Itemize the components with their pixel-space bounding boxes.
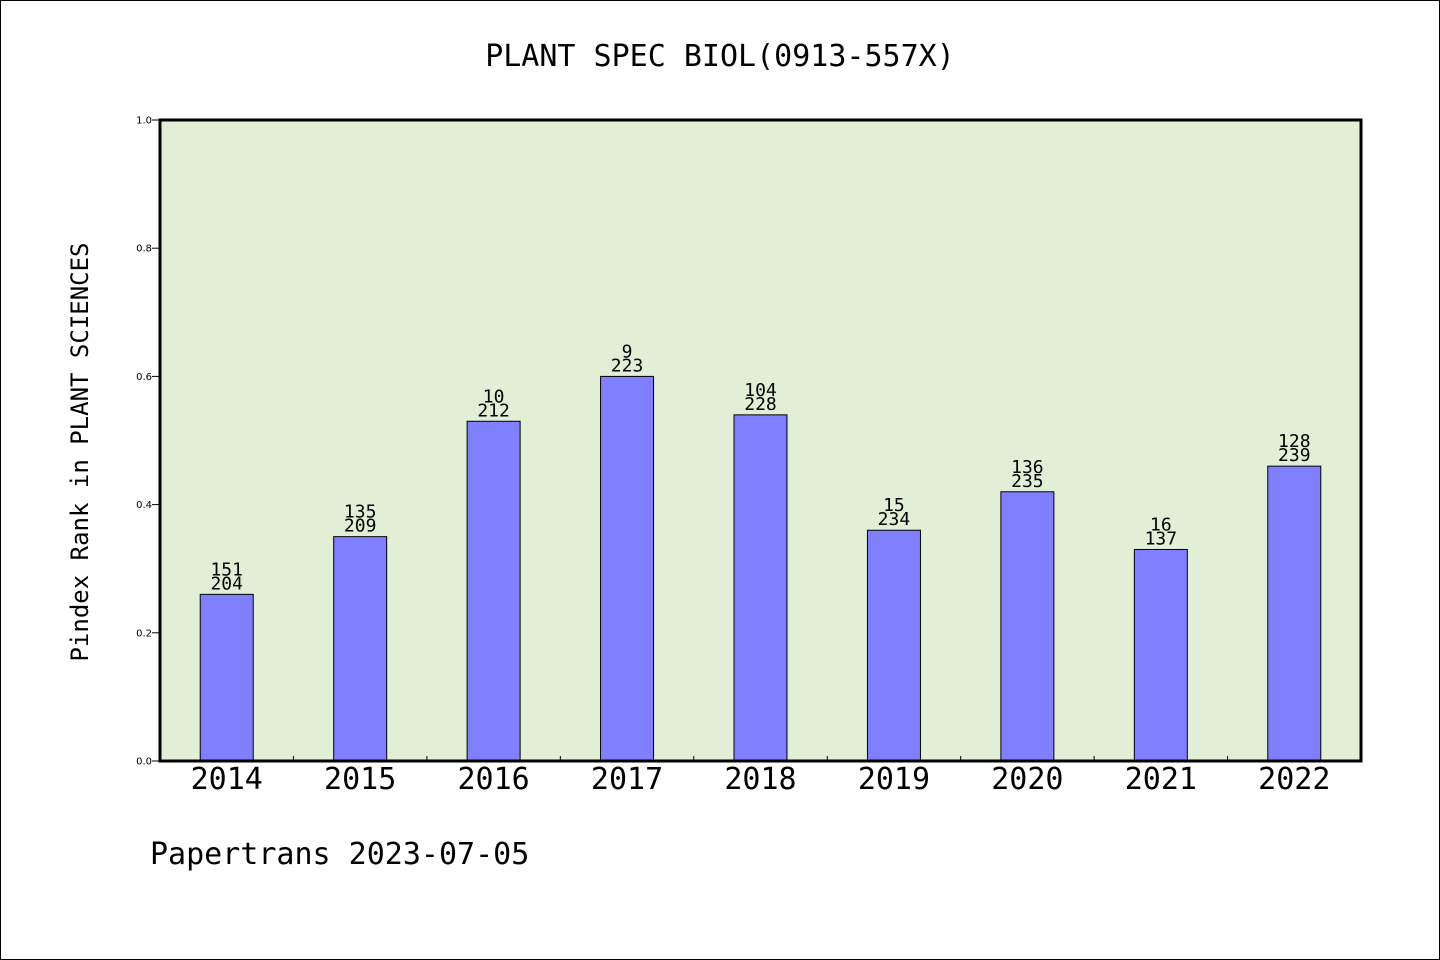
plot-border: [158, 118, 1363, 763]
bar-label-bottom: 204: [210, 573, 243, 594]
y-tick-label: 0.6: [136, 372, 152, 383]
bar-2015: [333, 536, 388, 762]
x-tick-label: 2022: [1258, 762, 1330, 797]
bar-2018: [733, 414, 788, 762]
bar-label-bottom: 235: [1011, 471, 1044, 492]
x-tick-label: 2014: [191, 762, 263, 797]
bar-label-top: 104: [744, 380, 777, 401]
y-tick-label: 0.4: [136, 500, 152, 511]
y-tick-label: 0.2: [136, 628, 152, 639]
bar-label-top: 136: [1011, 457, 1044, 478]
x-tick-label: 2015: [324, 762, 396, 797]
bar-2019: [866, 529, 921, 762]
x-axis-ticks: 2014 2015 2016 2017 2018 2019 2020 2021 2022: [191, 756, 1330, 797]
x-tick-label: 2019: [858, 762, 930, 797]
bar-label-bottom: 234: [878, 509, 911, 530]
bar-label-bottom: 209: [344, 516, 377, 537]
bar-2017: [600, 375, 655, 762]
y-tick-label: 0.8: [136, 244, 152, 255]
bar-2020: [1000, 491, 1055, 762]
y-axis-label: Pindex Rank in PLANT SCIENCES: [66, 242, 94, 661]
bar-label-bottom: 228: [744, 394, 777, 415]
x-tick-label: 2020: [991, 762, 1063, 797]
bar-label-bottom: 137: [1145, 528, 1178, 549]
footer-text: Papertrans 2023-07-05: [150, 837, 529, 872]
y-tick-label: 0.0: [136, 757, 152, 768]
y-axis-ticks: 0.0 0.2 0.4 0.6 0.8 1.0: [136, 116, 160, 768]
chart-title: PLANT SPEC BIOL(0913-557X): [485, 39, 955, 74]
x-tick-label: 2017: [591, 762, 663, 797]
x-tick-label: 2016: [457, 762, 529, 797]
bar-label-top: 135: [344, 502, 377, 523]
bar-label-top: 128: [1278, 431, 1311, 452]
bar-label-top: 9: [622, 341, 633, 362]
bar-label-bottom: 212: [477, 400, 510, 421]
bar-label-top: 16: [1150, 514, 1172, 535]
bar-label-top: 15: [883, 495, 905, 516]
bar-2016: [466, 420, 521, 762]
bar-2014: [199, 593, 254, 762]
bar-label-bottom: 239: [1278, 445, 1311, 466]
y-tick-label: 1.0: [136, 116, 152, 127]
x-tick-label: 2021: [1125, 762, 1197, 797]
x-tick-label: 2018: [724, 762, 796, 797]
bar-label-bottom: 223: [611, 355, 644, 376]
bar-label-top: 151: [210, 559, 243, 580]
bar-2021: [1133, 548, 1188, 762]
bar-2022: [1267, 465, 1322, 762]
bar-label-top: 10: [483, 386, 505, 407]
